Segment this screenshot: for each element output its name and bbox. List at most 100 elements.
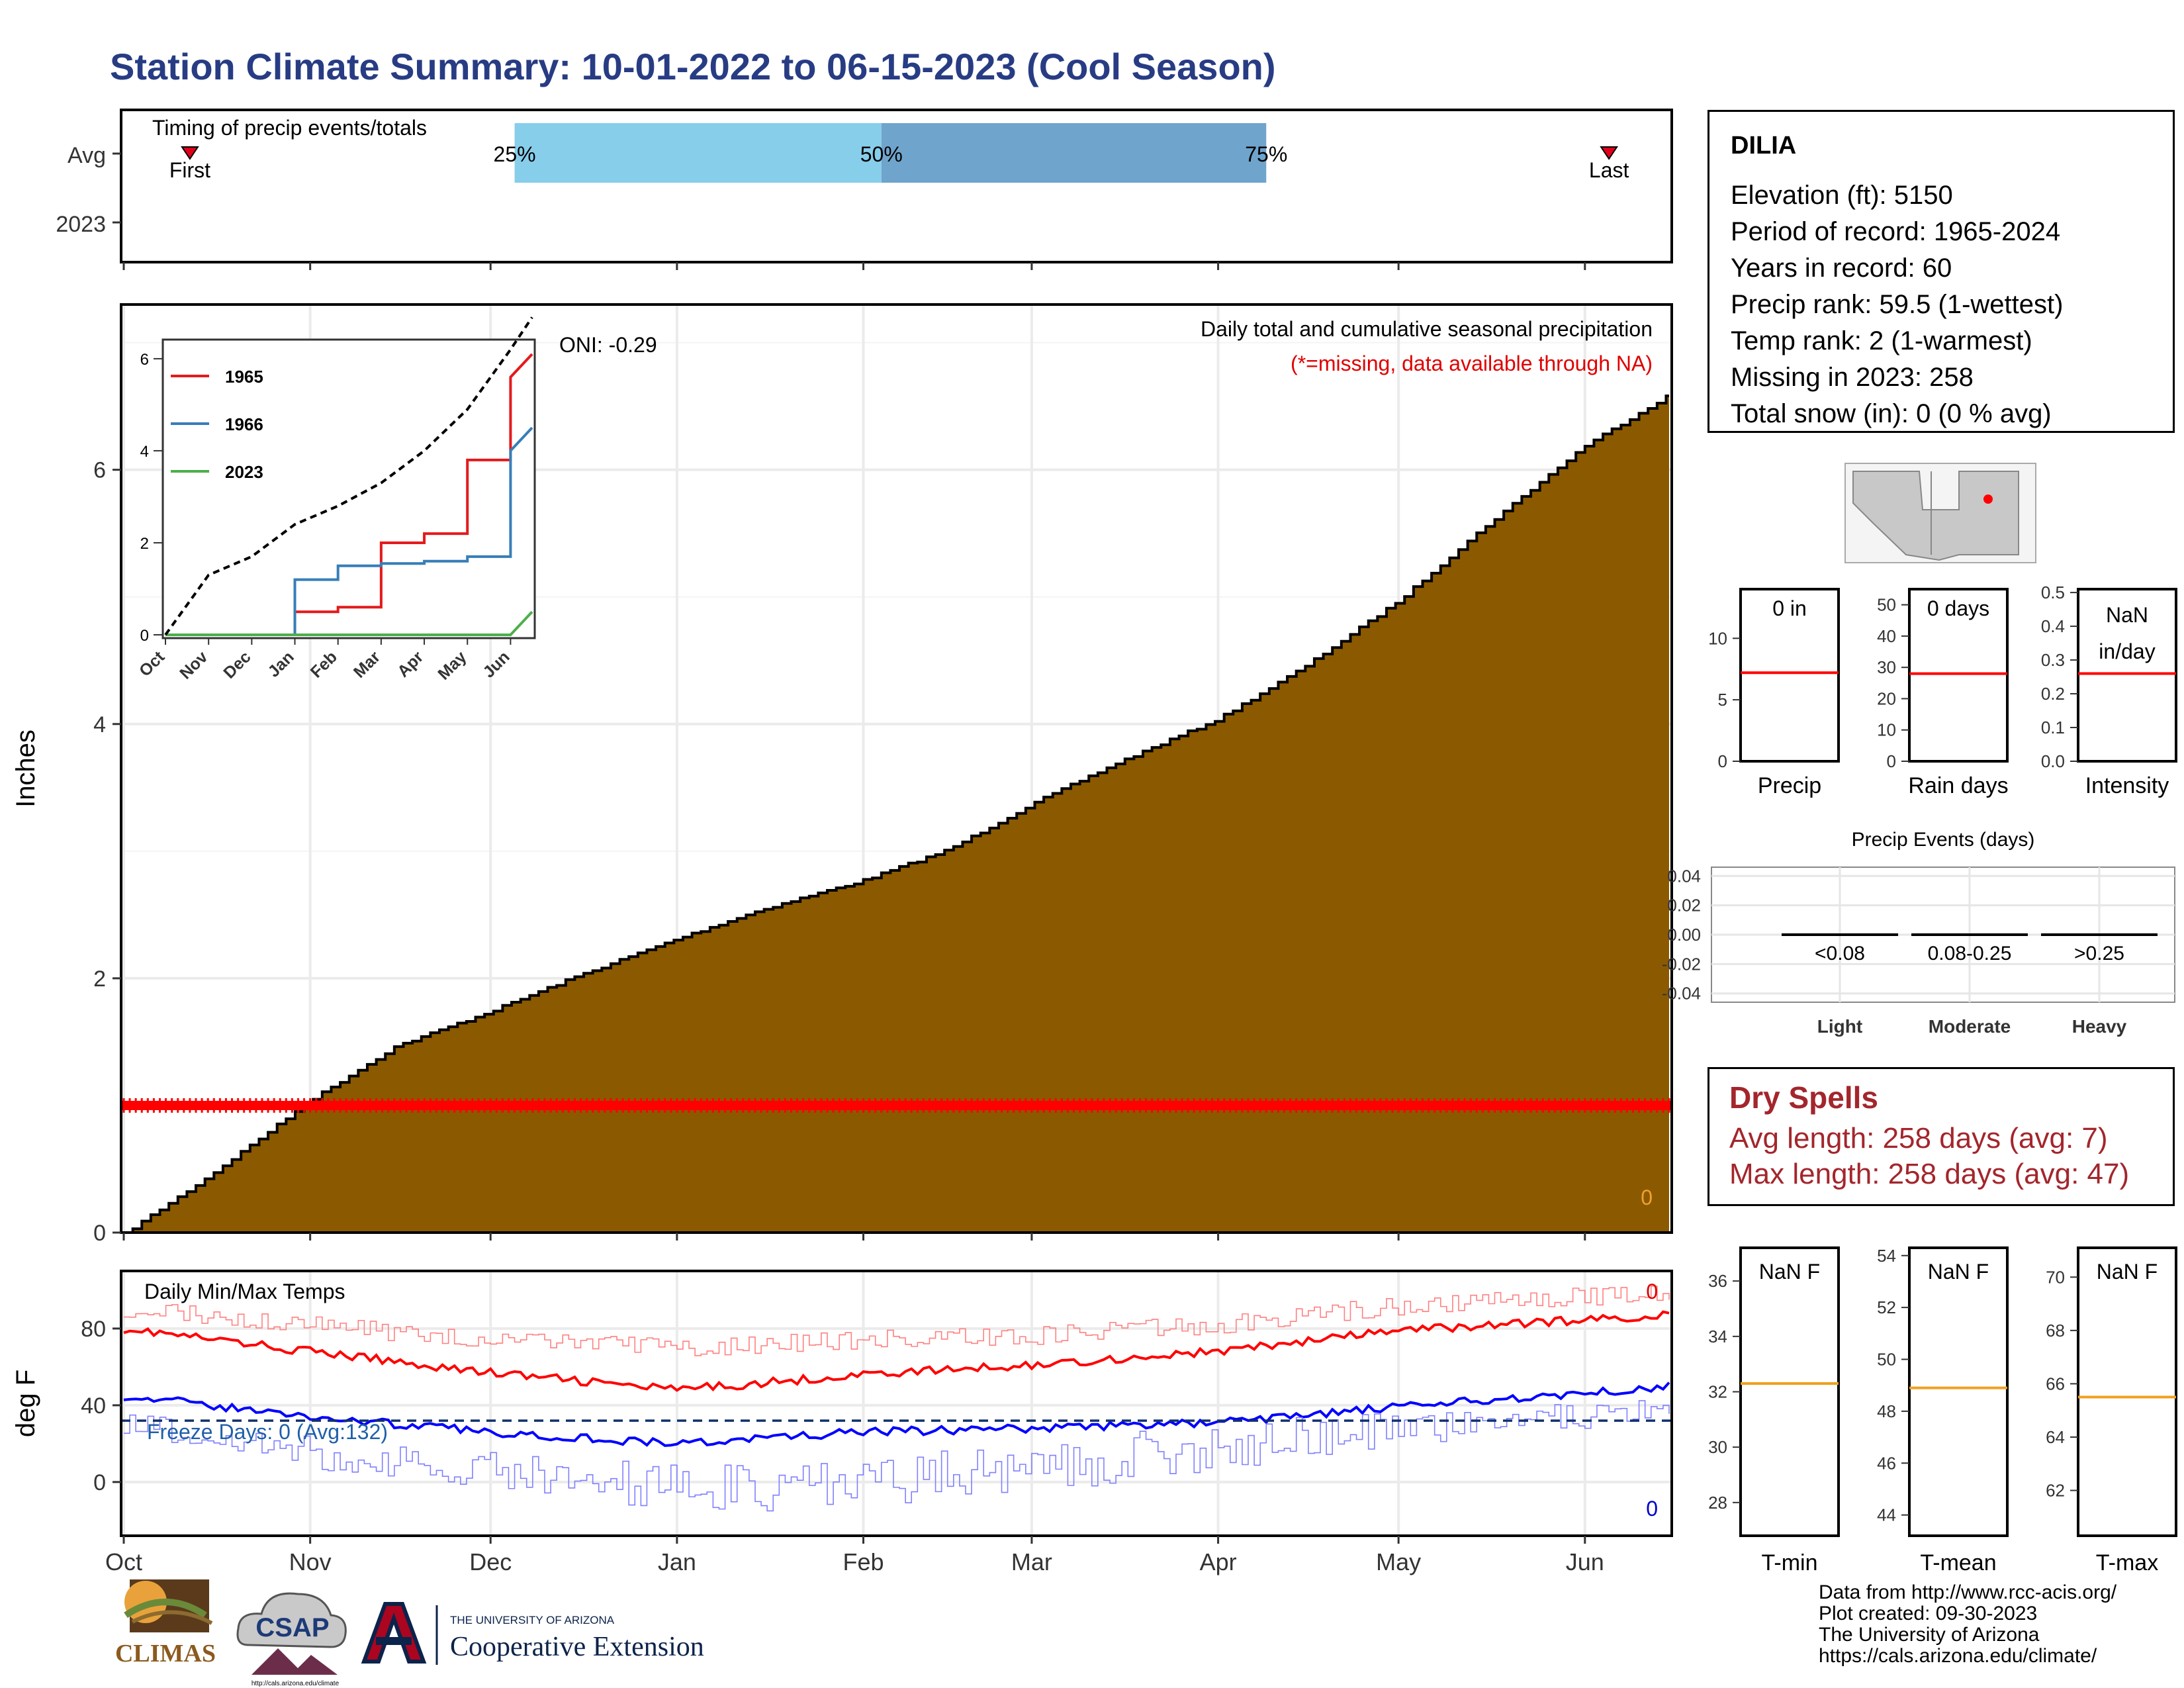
minibar-0-frame: [1739, 588, 1840, 763]
minibar-1-tick-label: 10: [1877, 720, 1896, 740]
temp-box-0-title: T-min: [1762, 1550, 1818, 1575]
temp-box-0-tick-label: 28: [1708, 1493, 1727, 1513]
timing-bar-q1: [514, 123, 882, 183]
temp-box-1-tick-label: 54: [1877, 1246, 1896, 1266]
dry-spells-max: Max length: 258 days (avg: 47): [1729, 1158, 2130, 1190]
inset-y-tick-label: 4: [140, 443, 149, 461]
minibar-2-tick-label: 0.0: [2041, 751, 2065, 771]
max-temp-count: 0: [1646, 1280, 1658, 1303]
missing-note: (*=missing, data available through NA): [1291, 352, 1653, 375]
precip-events-tick-label: -0.04: [1662, 984, 1701, 1004]
timing-panel-label: Timing of precip events/totals: [152, 116, 427, 140]
precip-events-range-moderate: 0.08-0.25: [1928, 943, 2012, 964]
minibar-0-value: 0 in: [1772, 596, 1807, 620]
ua-cooperative-extension-logo: THE UNIVERSITY OF ARIZONA Cooperative Ex…: [361, 1602, 704, 1665]
station-period: Period of record: 1965-2024: [1731, 217, 2061, 246]
temp-box-2-title: T-max: [2096, 1550, 2158, 1575]
credits: Data from http://www.rcc-acis.org/ Plot …: [1819, 1582, 2116, 1667]
main-y-tick-label: 0: [93, 1221, 106, 1246]
inset-legend-label-1966: 1966: [225, 414, 263, 434]
minibar-1-tick-label: 0: [1887, 751, 1896, 771]
temp-box-1-tick-label: 52: [1877, 1297, 1896, 1317]
minibar-1-frame: [1908, 588, 2009, 763]
temp-box-2-frame: [2077, 1246, 2177, 1537]
temp-box-0-frame: [1739, 1246, 1840, 1537]
temp-panel-frame: [120, 1270, 1673, 1537]
timing-bar-q2: [881, 123, 1267, 183]
timing-last-marker: [1600, 146, 1619, 160]
location-map: [1844, 463, 2036, 563]
precip-events-title: Precip Events (days): [1852, 829, 2035, 851]
main-y-tick-label: 6: [93, 458, 106, 483]
temp-box-2-tick-label: 70: [2046, 1267, 2065, 1287]
oni-value: ONI: -0.29: [559, 333, 657, 357]
temp-box-0-value: NaN F: [1759, 1260, 1820, 1284]
precip-events-category-light: Light: [1817, 1016, 1862, 1037]
station-precip-rank: Precip rank: 59.5 (1-wettest): [1731, 290, 2064, 319]
main-panel-frame: [120, 303, 1673, 1234]
minibar-2-value: NaN: [2106, 603, 2148, 627]
minibar-2-tick-label: 0.2: [2041, 684, 2065, 704]
cumulative-precip-line: [124, 394, 1669, 1234]
station-snow: Total snow (in): 0 (0 % avg): [1731, 399, 2052, 428]
temp-box-0-tick-label: 36: [1708, 1271, 1727, 1291]
station-info-box: DILIA Elevation (ft): 5150 Period of rec…: [1707, 110, 2175, 433]
temp-box-2-tick-label: 64: [2046, 1427, 2065, 1447]
csap-logo-text: CSAP: [255, 1613, 329, 1642]
temp-box-1-value: NaN F: [1928, 1260, 1989, 1284]
temp-box-0-tick-label: 32: [1708, 1382, 1727, 1402]
precip-events-tick-label: 0.02: [1667, 896, 1701, 915]
page-title: Station Climate Summary: 10-01-2022 to 0…: [110, 46, 1276, 87]
x-axis-month-label: Nov: [289, 1548, 332, 1575]
csap-logo: CSAP http://cals.arizona.edu/climate: [236, 1592, 347, 1687]
minibar-1-tick-label: 40: [1877, 626, 1896, 646]
main-y-tick-label: 4: [93, 712, 106, 737]
precip-events-category-moderate: Moderate: [1929, 1016, 2011, 1037]
station-name: DILIA: [1731, 132, 1797, 160]
precip-events-tick-label: 0.04: [1667, 866, 1701, 886]
station-temp-rank: Temp rank: 2 (1-warmest): [1731, 326, 2032, 355]
x-axis-month-label: Jan: [658, 1548, 696, 1575]
credit-url: https://cals.arizona.edu/climate/: [1819, 1645, 2097, 1667]
record-min-temp-line: [124, 1400, 1670, 1512]
minibar-1-tick-label: 50: [1877, 595, 1896, 615]
main-y-axis-label: Inches: [11, 729, 40, 808]
temp-y-tick-label: 40: [81, 1393, 106, 1419]
minibar-1-value: 0 days: [1927, 596, 1989, 620]
inset-y-tick-label: 2: [140, 535, 149, 553]
dry-spells-avg: Avg length: 258 days (avg: 7): [1729, 1122, 2108, 1154]
timing-last-label: Last: [1589, 158, 1629, 182]
station-years: Years in record: 60: [1731, 254, 1952, 283]
climas-logo: CLIMAS: [115, 1579, 216, 1667]
main-panel-label: Daily total and cumulative seasonal prec…: [1201, 317, 1653, 341]
dry-spells-title: Dry Spells: [1729, 1080, 1878, 1115]
main-corner-count: 0: [1641, 1186, 1653, 1209]
timing-row-label: 2023: [56, 212, 106, 237]
csap-url: http://cals.arizona.edu/climate: [251, 1680, 340, 1687]
temp-box-1-tick-label: 48: [1877, 1401, 1896, 1421]
temp-box-1-tick-label: 50: [1877, 1350, 1896, 1370]
minibar-2-tick-label: 0.3: [2041, 650, 2065, 670]
precip-events-range-heavy: >0.25: [2074, 943, 2124, 964]
dry-spells-box: Dry Spells Avg length: 258 days (avg: 7)…: [1707, 1067, 2175, 1206]
temp-box-1-tick-label: 44: [1877, 1505, 1896, 1525]
x-axis-month-label: May: [1376, 1548, 1421, 1575]
x-axis-month-label: Dec: [469, 1548, 512, 1575]
precip-events-category-heavy: Heavy: [2072, 1016, 2127, 1037]
x-axis-month-label: Mar: [1011, 1548, 1052, 1575]
temp-box-0-tick-label: 30: [1708, 1437, 1727, 1457]
temp-box-1-frame: [1908, 1246, 2009, 1537]
x-axis-month-label: Feb: [843, 1548, 884, 1575]
inset-legend-label-2023: 2023: [225, 462, 263, 482]
avg-min-temp-line: [123, 1382, 1670, 1447]
minibar-2-tick-label: 0.4: [2041, 616, 2065, 636]
timing-row-label: Avg: [68, 143, 106, 168]
minibar-1-tick-label: 20: [1877, 688, 1896, 708]
minibar-2-tick-label: 0.5: [2041, 583, 2065, 602]
minibar-1-tick-label: 30: [1877, 657, 1896, 677]
minibar-2-value-unit: in/day: [2099, 639, 2155, 663]
minibar-2-tick-label: 0.1: [2041, 718, 2065, 737]
precip-events-range-light: <0.08: [1815, 943, 1865, 964]
timing-pct-label: 50%: [860, 142, 903, 166]
